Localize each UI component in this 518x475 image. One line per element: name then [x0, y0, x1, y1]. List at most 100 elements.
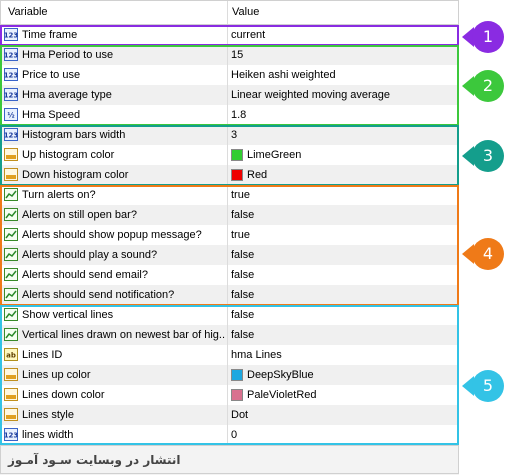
color-icon — [4, 408, 18, 421]
table-row[interactable]: 123 Hma average type Linear weighted movin… — [0, 85, 459, 105]
table-row[interactable]: 123 Hma Period to use 15 — [0, 45, 459, 65]
column-divider — [227, 205, 228, 225]
group-badge-5: 5 — [472, 370, 504, 402]
column-divider — [227, 285, 228, 305]
column-divider — [227, 325, 228, 345]
color-icon — [4, 388, 18, 401]
variable-value[interactable]: current — [231, 29, 266, 41]
table-row[interactable]: Lines down color PaleVioletRed — [0, 385, 459, 405]
variable-value[interactable]: true — [231, 229, 250, 241]
variable-value[interactable]: Dot — [231, 409, 249, 421]
variable-value[interactable]: false — [231, 269, 255, 281]
table-row[interactable]: 123 lines width 0 — [0, 425, 459, 445]
table-row[interactable]: Down histogram color Red — [0, 165, 459, 185]
svg-text:123: 123 — [4, 132, 18, 140]
table-row[interactable]: 123 Price to use Heiken ashi weighted — [0, 65, 459, 85]
inputs-table: Variable Value 123 Time frame current 123 Hm… — [0, 0, 459, 475]
boolean-icon — [4, 328, 18, 341]
variable-name: Lines up color — [22, 369, 91, 381]
variable-value[interactable]: 15 — [231, 49, 244, 61]
table-header: Variable Value — [0, 0, 459, 25]
table-row[interactable]: Show vertical lines false — [0, 305, 459, 325]
boolean-icon — [4, 208, 18, 221]
table-row[interactable]: ab Lines ID hma Lines — [0, 345, 459, 365]
variable-name: Alerts should send email? — [22, 269, 148, 281]
color-icon — [4, 148, 18, 161]
table-row[interactable]: Alerts should play a sound? false — [0, 245, 459, 265]
variable-value[interactable]: false — [231, 289, 255, 301]
column-divider — [227, 225, 228, 245]
variable-name: Down histogram color — [22, 169, 129, 181]
variable-name: Hma average type — [22, 89, 112, 101]
variable-value[interactable]: PaleVioletRed — [247, 389, 317, 401]
badge-pointer-1 — [462, 27, 474, 47]
table-row[interactable]: Alerts on still open bar? false — [0, 205, 459, 225]
color-swatch — [231, 389, 243, 401]
column-divider — [227, 185, 228, 205]
variable-name: Show vertical lines — [22, 309, 114, 321]
variable-value[interactable]: false — [231, 329, 255, 341]
variable-name: Price to use — [22, 69, 81, 81]
boolean-icon — [4, 308, 18, 321]
svg-text:½: ½ — [7, 112, 14, 120]
svg-text:ab: ab — [6, 352, 16, 360]
group-badge-3: 3 — [472, 140, 504, 172]
column-divider — [227, 385, 228, 405]
variable-value[interactable]: 3 — [231, 129, 238, 141]
column-divider — [227, 65, 228, 85]
variable-value[interactable]: Red — [247, 169, 268, 181]
color-icon — [4, 368, 18, 381]
variable-value[interactable]: false — [231, 209, 255, 221]
column-divider — [227, 165, 228, 185]
badge-pointer-5 — [462, 376, 474, 396]
integer-icon: 123 — [4, 28, 18, 41]
variable-value[interactable]: LimeGreen — [247, 149, 302, 161]
group-badge-2: 2 — [472, 70, 504, 102]
variable-name: Alerts should show popup message? — [22, 229, 202, 241]
table-row[interactable]: 123 Histogram bars width 3 — [0, 125, 459, 145]
variable-value[interactable]: hma Lines — [231, 349, 282, 361]
boolean-icon — [4, 248, 18, 261]
double-icon: ½ — [4, 108, 18, 121]
variable-name: Alerts should send notification? — [22, 289, 175, 301]
column-divider — [227, 45, 228, 65]
variable-value[interactable]: false — [231, 309, 255, 321]
table-row[interactable]: Lines up color DeepSkyBlue — [0, 365, 459, 385]
variable-name: Vertical lines drawn on newest bar of hi… — [22, 329, 225, 341]
table-row[interactable]: Alerts should show popup message? true — [0, 225, 459, 245]
variable-value[interactable]: Linear weighted moving average — [231, 89, 390, 101]
table-row[interactable]: 123 Time frame current — [0, 25, 459, 45]
badge-pointer-4 — [462, 244, 474, 264]
column-divider — [227, 85, 228, 105]
table-row[interactable]: Alerts should send email? false — [0, 265, 459, 285]
table-row[interactable]: Turn alerts on? true — [0, 185, 459, 205]
footer-text: انتشار در وبسایت سـود آمـوز — [8, 453, 181, 467]
variable-name: Lines style — [22, 409, 74, 421]
table-row[interactable]: Lines style Dot — [0, 405, 459, 425]
column-divider — [227, 345, 228, 365]
column-divider — [227, 405, 228, 425]
column-divider — [227, 105, 228, 125]
column-header-variable: Variable — [8, 6, 48, 18]
column-divider — [227, 305, 228, 325]
variable-value[interactable]: false — [231, 249, 255, 261]
variable-value[interactable]: 0 — [231, 429, 238, 441]
integer-icon: 123 — [4, 48, 18, 61]
variable-value[interactable]: 1.8 — [231, 109, 247, 121]
string-icon: ab — [4, 348, 18, 361]
table-row[interactable]: Up histogram color LimeGreen — [0, 145, 459, 165]
column-header-value: Value — [232, 6, 260, 18]
table-row[interactable]: Vertical lines drawn on newest bar of hi… — [0, 325, 459, 345]
svg-text:123: 123 — [4, 92, 18, 100]
variable-value[interactable]: Heiken ashi weighted — [231, 69, 336, 81]
column-divider — [227, 145, 228, 165]
integer-icon: 123 — [4, 68, 18, 81]
variable-name: Histogram bars width — [22, 129, 126, 141]
variable-name: Alerts on still open bar? — [22, 209, 137, 221]
variable-value[interactable]: true — [231, 189, 250, 201]
variable-value[interactable]: DeepSkyBlue — [247, 369, 314, 381]
footer-watermark: انتشار در وبسایت سـود آمـوز — [0, 445, 459, 475]
table-row[interactable]: Alerts should send notification? false — [0, 285, 459, 305]
table-row[interactable]: ½ Hma Speed 1.8 — [0, 105, 459, 125]
integer-icon: 123 — [4, 128, 18, 141]
